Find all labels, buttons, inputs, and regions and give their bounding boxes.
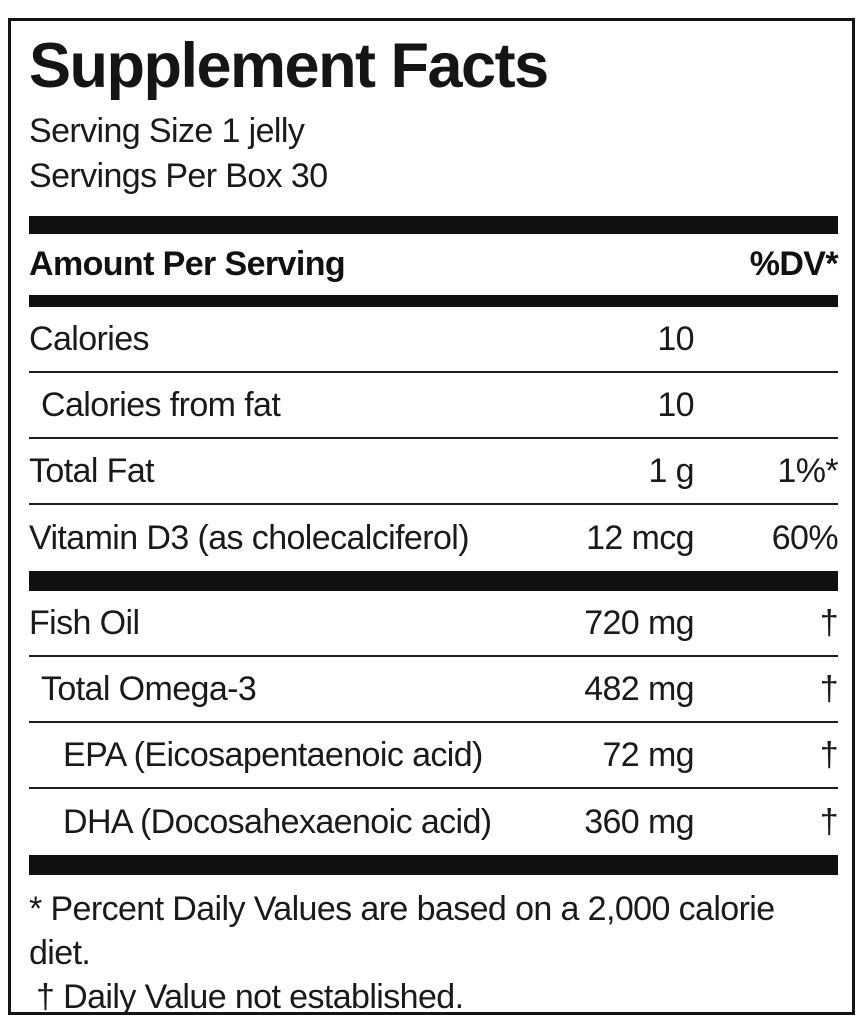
thick-divider-bar (29, 571, 838, 591)
nutrient-amount: 360 mg (584, 802, 694, 841)
footnote-percent-dv: * Percent Daily Values are based on a 2,… (29, 890, 775, 972)
nutrient-name: Total Fat (29, 451, 155, 490)
nutrient-row-calories-from-fat: Calories from fat 10 (29, 373, 838, 439)
nutrient-amount: 1 g (648, 451, 695, 490)
nutrient-amount: 10 (657, 385, 694, 424)
thick-divider-bar (29, 216, 838, 234)
nutrient-amount: 12 mcg (586, 518, 695, 557)
nutrient-name: Calories (29, 319, 150, 358)
nutrient-amount: 482 mg (584, 669, 694, 708)
supplement-facts-label: Supplement Facts Serving Size 1 jelly Se… (8, 18, 855, 1015)
nutrient-row-fish-oil: Fish Oil 720 mg † (29, 591, 839, 657)
servings-per-box-line: Servings Per Box 30 (29, 157, 328, 195)
medium-divider-bar (29, 295, 838, 307)
nutrient-name: Total Omega-3 (41, 669, 257, 708)
percent-dv-header: %DV* (749, 245, 839, 283)
nutrient-dv: † (819, 603, 839, 642)
nutrient-amount: 720 mg (584, 603, 694, 642)
nutrient-row-epa: EPA (Eicosapentaenoic acid) 72 mg † (29, 723, 839, 789)
nutrient-dv: 1%* (777, 451, 838, 490)
nutrient-row-total-omega-3: Total Omega-3 482 mg † (29, 657, 839, 723)
nutrient-name: EPA (Eicosapentaenoic acid) (63, 735, 483, 774)
nutrient-row-total-fat: Total Fat 1 g 1%* (29, 439, 839, 505)
nutrient-name: Calories from fat (41, 385, 281, 424)
nutrient-row-calories: Calories 10 (29, 307, 838, 373)
amount-per-serving-header: Amount Per Serving (29, 245, 346, 283)
nutrient-amount: 10 (657, 319, 694, 358)
nutrient-dv: † (819, 669, 839, 708)
nutrient-dv: † (819, 735, 839, 774)
column-header-row: Amount Per Serving %DV* (29, 234, 839, 295)
nutrient-row-dha: DHA (Docosahexaenoic acid) 360 mg † (29, 789, 839, 855)
nutrient-name: DHA (Docosahexaenoic acid) (63, 802, 492, 841)
footnotes: * Percent Daily Values are based on a 2,… (29, 887, 838, 1015)
nutrient-dv: † (819, 802, 839, 841)
nutrient-name: Fish Oil (29, 603, 140, 642)
footnote-daily-value: † Daily Value not established. (36, 978, 464, 1015)
serving-info: Serving Size 1 jelly Servings Per Box 30 (29, 109, 838, 199)
nutrient-amount: 72 mg (602, 735, 695, 774)
nutrient-row-vitamin-d3: Vitamin D3 (as cholecalciferol) 12 mcg 6… (29, 505, 839, 571)
serving-size-line: Serving Size 1 jelly (29, 112, 305, 150)
nutrient-dv: 60% (771, 518, 839, 557)
thick-divider-bar (29, 855, 838, 875)
nutrient-name: Vitamin D3 (as cholecalciferol) (29, 518, 470, 557)
page-title: Supplement Facts (29, 31, 549, 101)
